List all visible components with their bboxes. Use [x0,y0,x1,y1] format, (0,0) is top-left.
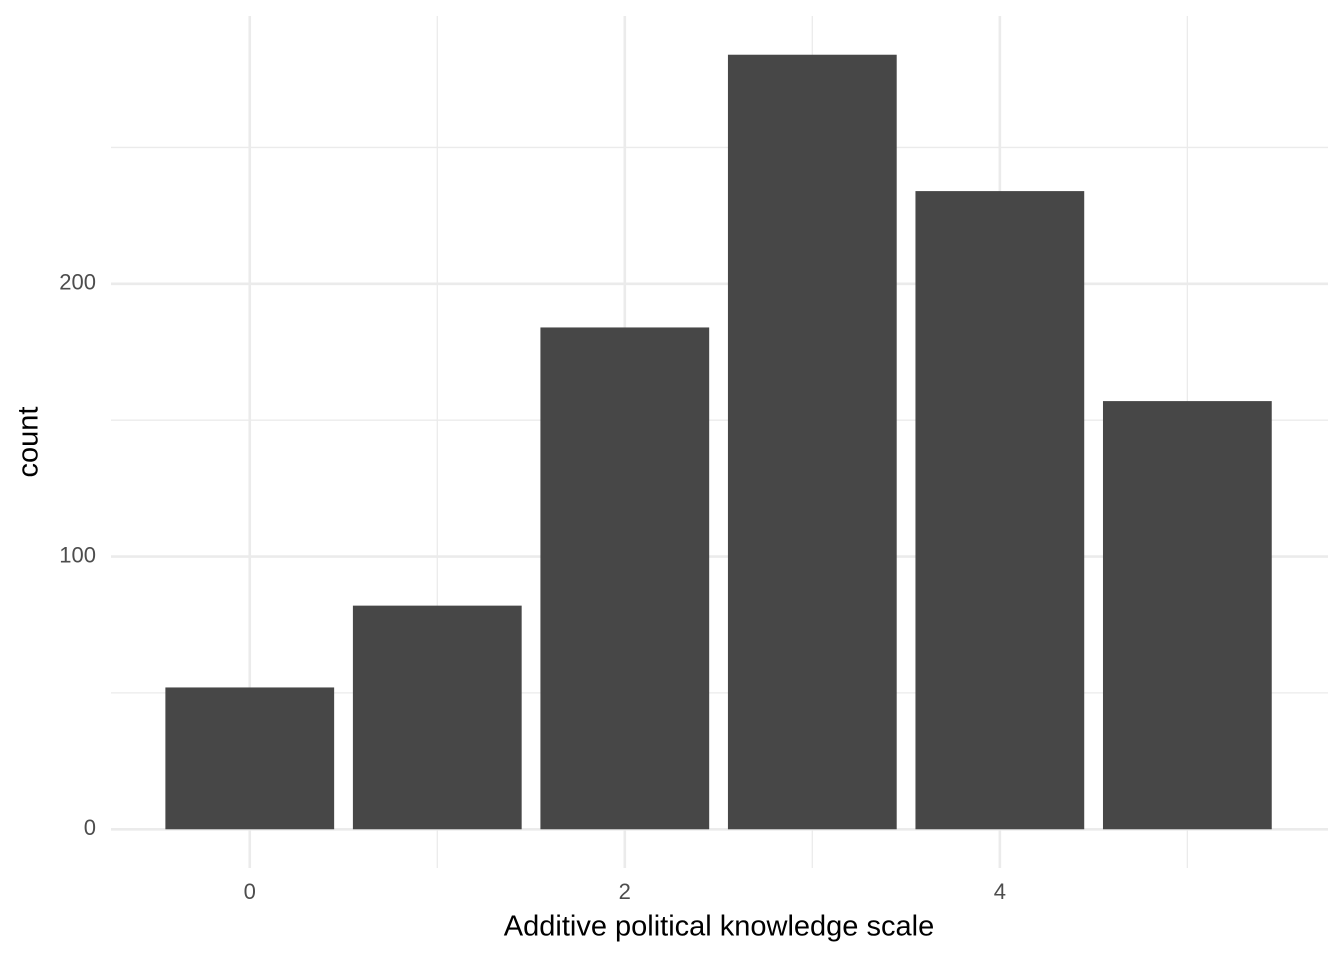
y-tick-label: 100 [59,542,96,567]
bar [915,191,1085,830]
y-axis-title: count [13,407,45,478]
y-tick-label: 200 [59,270,96,295]
y-tick-label: 0 [84,815,96,840]
bar [1102,401,1272,830]
x-tick-label: 4 [994,879,1006,904]
x-tick-label: 0 [244,879,256,904]
bar [727,54,897,830]
bar [540,327,710,830]
bar [352,605,522,830]
x-tick-label: 2 [619,879,631,904]
x-axis-title: Additive political knowledge scale [504,911,934,943]
bar [165,687,335,830]
